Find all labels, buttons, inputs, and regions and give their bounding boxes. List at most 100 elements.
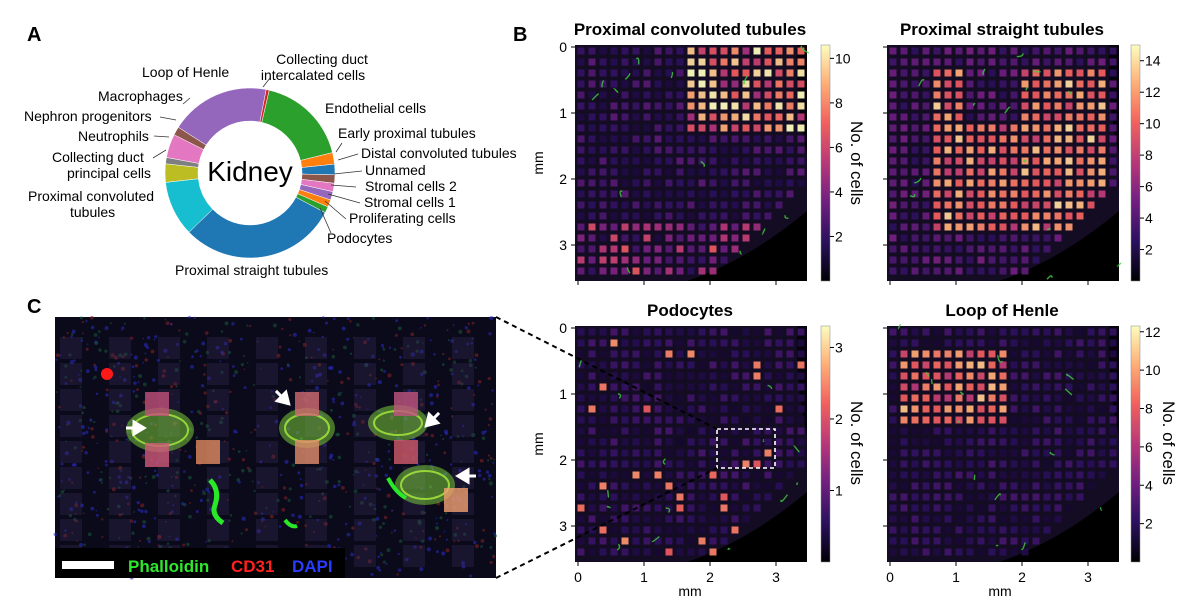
- spot: [1087, 339, 1095, 347]
- spot: [900, 427, 908, 435]
- spot: [786, 102, 794, 110]
- spot: [966, 438, 974, 446]
- nucleus: [229, 514, 233, 517]
- spot: [731, 328, 739, 336]
- phalloidin-stain: [662, 458, 666, 465]
- spot: [698, 91, 706, 99]
- spot: [1032, 234, 1040, 242]
- spot: [900, 339, 908, 347]
- spot: [786, 135, 794, 143]
- spot: [911, 548, 919, 556]
- spot: [742, 223, 750, 231]
- spot: [599, 267, 607, 275]
- spot: [1021, 339, 1029, 347]
- phalloidin-stain: [619, 190, 623, 198]
- nucleus: [66, 331, 69, 335]
- spot: [1032, 537, 1040, 545]
- spot: [1076, 350, 1084, 358]
- spot: [742, 416, 750, 424]
- spot: [599, 405, 607, 413]
- spot: [709, 234, 717, 242]
- spot: [944, 460, 952, 468]
- spot: [654, 504, 662, 512]
- spot: [1032, 168, 1040, 176]
- spot: [742, 482, 750, 490]
- nucleus: [302, 342, 307, 347]
- nucleus: [284, 496, 288, 500]
- spot: [577, 234, 585, 242]
- nucleus: [264, 525, 267, 528]
- spot: [610, 405, 618, 413]
- spot: [577, 212, 585, 220]
- spot: [1010, 372, 1018, 380]
- spot: [900, 372, 908, 380]
- nucleus: [193, 484, 196, 487]
- spot: [1054, 58, 1062, 66]
- nucleus: [469, 574, 472, 578]
- spot: [610, 416, 618, 424]
- nucleus: [366, 338, 370, 341]
- spot: [775, 168, 783, 176]
- spot: [1087, 58, 1095, 66]
- spot: [988, 526, 996, 534]
- spot: [988, 146, 996, 154]
- spot: [1021, 438, 1029, 446]
- spot: [709, 212, 717, 220]
- spot: [621, 47, 629, 55]
- spot: [665, 223, 673, 231]
- nucleus: [133, 381, 137, 385]
- nucleus: [477, 469, 482, 473]
- nucleus: [93, 375, 97, 379]
- spot: [610, 526, 618, 534]
- spot: [1065, 168, 1073, 176]
- spot: [588, 482, 596, 490]
- spot: [797, 383, 805, 391]
- nucleus: [182, 339, 187, 344]
- spot: [944, 190, 952, 198]
- nucleus: [460, 369, 464, 373]
- spot: [911, 383, 919, 391]
- spot: [911, 427, 919, 435]
- spot: [731, 383, 739, 391]
- spot: [731, 372, 739, 380]
- spot: [643, 471, 651, 479]
- spot-overlay: [158, 467, 180, 489]
- nucleus: [494, 534, 498, 538]
- spot-overlay: [158, 519, 180, 541]
- nucleus: [477, 380, 482, 384]
- colorbar-tick-label: 6: [1145, 439, 1153, 455]
- nucleus: [422, 341, 424, 344]
- spot: [900, 416, 908, 424]
- spot: [643, 537, 651, 545]
- nucleus: [260, 512, 264, 515]
- spot: [911, 212, 919, 220]
- spot: [753, 168, 761, 176]
- spot: [599, 339, 607, 347]
- nucleus: [177, 401, 180, 403]
- spot: [999, 394, 1007, 402]
- spot: [764, 102, 772, 110]
- spot: [900, 449, 908, 457]
- spot: [1010, 328, 1018, 336]
- spot: [977, 493, 985, 501]
- spot: [922, 223, 930, 231]
- label-distal-convoluted: Distal convoluted tubules: [361, 145, 517, 161]
- spot: [742, 471, 750, 479]
- nucleus: [354, 393, 358, 397]
- spot: [922, 157, 930, 165]
- spot: [698, 526, 706, 534]
- spot: [1010, 245, 1018, 253]
- nucleus: [86, 343, 89, 346]
- spot: [1043, 113, 1051, 121]
- spot: [999, 102, 1007, 110]
- spot: [621, 212, 629, 220]
- spot: [1098, 157, 1106, 165]
- spot: [988, 80, 996, 88]
- spot: [709, 190, 717, 198]
- spot: [709, 438, 717, 446]
- spot: [966, 449, 974, 457]
- spot: [1098, 471, 1106, 479]
- spot: [1076, 482, 1084, 490]
- spot: [1076, 339, 1084, 347]
- spot: [900, 58, 908, 66]
